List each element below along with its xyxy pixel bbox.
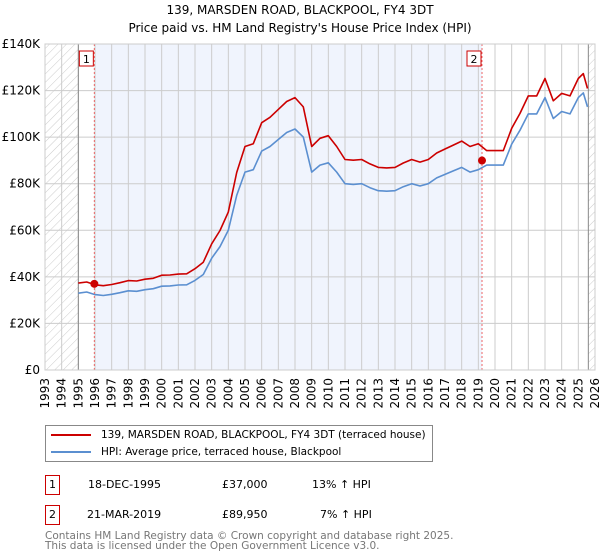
- y-tick-label: £100K: [2, 130, 42, 144]
- sale-hpi-delta: 7% ↑ HPI: [320, 508, 372, 521]
- y-tick-label: £20K: [9, 316, 41, 330]
- x-tick-label: 1995: [71, 378, 85, 409]
- chart-title: 139, MARSDEN ROAD, BLACKPOOL, FY4 3DT: [166, 3, 434, 17]
- sale-price: £89,950: [222, 508, 268, 521]
- legend-label-hpi: HPI: Average price, terraced house, Blac…: [101, 446, 342, 458]
- x-tick-label: 2002: [188, 378, 202, 409]
- x-tick-label: 2006: [255, 378, 269, 409]
- x-tick-label: 2023: [538, 378, 552, 409]
- x-tick-label: 2001: [171, 378, 185, 409]
- x-tick-label: 1999: [138, 378, 152, 409]
- sale-price: £37,000: [222, 478, 268, 491]
- x-tick-label: 2016: [421, 378, 435, 409]
- x-tick-label: 2020: [488, 378, 502, 409]
- x-tick-label: 2026: [588, 378, 600, 409]
- sale-date: 18-DEC-1995: [88, 478, 162, 491]
- x-tick-label: 2000: [155, 378, 169, 409]
- sale-2-label: 2: [471, 53, 478, 66]
- y-tick-label: £0: [25, 363, 40, 377]
- y-tick-label: £140K: [2, 37, 42, 51]
- x-tick-label: 2007: [271, 378, 285, 409]
- legend-swatch-red: [51, 434, 91, 436]
- x-tick-label: 2009: [305, 378, 319, 409]
- legend-swatch-blue: [51, 451, 91, 453]
- sale-date: 21-MAR-2019: [87, 508, 162, 521]
- x-tick-label: 1996: [88, 378, 102, 409]
- sale-2-label-box: [466, 50, 482, 67]
- x-tick-label: 2008: [288, 378, 302, 409]
- x-tick-label: 2012: [355, 378, 369, 409]
- x-tick-label: 2014: [388, 378, 402, 409]
- x-tick-label: 1994: [55, 378, 69, 409]
- y-tick-label: £40K: [9, 270, 41, 284]
- legend-item-property: 139, MARSDEN ROAD, BLACKPOOL, FY4 3DT (t…: [46, 427, 426, 443]
- sale-1-label: 1: [83, 53, 90, 66]
- sale-marker-badge: 2: [45, 505, 60, 525]
- legend: 139, MARSDEN ROAD, BLACKPOOL, FY4 3DT (t…: [45, 425, 433, 462]
- x-tick-label: 2017: [438, 378, 452, 409]
- sale-hpi-delta: 13% ↑ HPI: [312, 478, 371, 491]
- plot-border: [44, 43, 596, 371]
- chart-subtitle: Price paid vs. HM Land Registry's House …: [128, 21, 472, 35]
- y-tick-label: £60K: [9, 223, 41, 237]
- x-tick-label: 2024: [555, 378, 569, 409]
- x-tick-label: 2004: [221, 378, 235, 409]
- hpi-line: [78, 92, 589, 297]
- x-tick-label: 2013: [371, 378, 385, 409]
- sale-1-label-box: [78, 50, 94, 67]
- x-tick-label: 2021: [505, 378, 519, 409]
- y-tick-label: £120K: [2, 84, 42, 98]
- x-tick-label: 2011: [338, 378, 352, 409]
- x-tick-label: 2015: [405, 378, 419, 409]
- x-tick-label: 2010: [321, 378, 335, 409]
- y-tick-label: £80K: [9, 177, 41, 191]
- sale-marker-badge: 1: [45, 475, 60, 495]
- sale-2-point: [478, 156, 486, 165]
- property-price-line: [78, 72, 589, 287]
- sale-1-point: [90, 279, 99, 288]
- x-tick-label: 1998: [121, 378, 135, 409]
- x-tick-label: 2005: [238, 378, 252, 409]
- x-tick-label: 2003: [205, 378, 219, 409]
- legend-label-property: 139, MARSDEN ROAD, BLACKPOOL, FY4 3DT (t…: [101, 429, 426, 441]
- x-tick-label: 2022: [521, 378, 535, 409]
- x-tick-label: 2025: [571, 378, 585, 409]
- legend-item-hpi: HPI: Average price, terraced house, Blac…: [46, 444, 341, 460]
- footer-copyright: Contains HM Land Registry data © Crown c…: [45, 530, 454, 542]
- hatched-region-after: [588, 44, 595, 370]
- x-tick-label: 2018: [455, 378, 469, 409]
- footer-licence: This data is licensed under the Open Gov…: [45, 540, 380, 552]
- x-tick-label: 1993: [38, 378, 52, 409]
- shaded-ownership-region: [94, 44, 482, 370]
- x-tick-label: 2019: [471, 378, 485, 409]
- x-tick-label: 1997: [105, 378, 119, 409]
